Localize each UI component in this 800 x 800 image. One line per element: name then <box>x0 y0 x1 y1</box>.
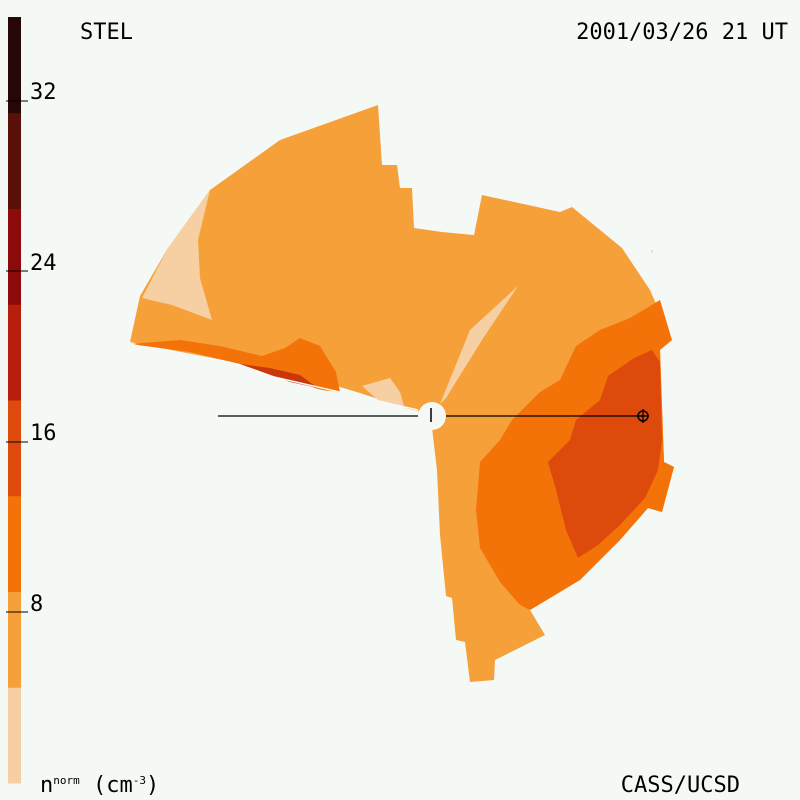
units-label: nnorm (cm-3) <box>40 775 159 797</box>
units-super: norm <box>53 774 80 787</box>
density-region-mid-left <box>130 338 340 392</box>
units-exp: -3 <box>132 774 146 787</box>
colorbar-band <box>8 400 21 497</box>
colorbar-tick-label: 8 <box>30 592 44 617</box>
colorbar-band <box>8 112 21 209</box>
sun-marker <box>418 402 446 430</box>
colorbar-band <box>8 304 21 401</box>
colorbar-tick-label: 24 <box>30 251 57 276</box>
earth-icon <box>637 409 649 423</box>
edge-stripe-2 <box>133 348 421 413</box>
density-region-low-center-2 <box>362 378 404 406</box>
density-region-low-left <box>142 190 212 320</box>
units-unit: (cm <box>93 773 133 798</box>
colorbar-band <box>8 17 21 114</box>
observatory-label: STEL <box>80 20 133 45</box>
colorbar-band <box>8 208 21 305</box>
credit-label: CASS/UCSD <box>620 773 740 798</box>
colorbar-band <box>8 591 21 688</box>
colorbar-band <box>8 495 21 592</box>
colorbar-tick-label: 16 <box>30 421 57 446</box>
colorbar-band <box>8 687 21 784</box>
density-region-low-center <box>440 286 518 404</box>
units-base: n <box>40 773 54 798</box>
colorbar <box>6 17 28 784</box>
edge-stripe <box>129 343 419 411</box>
density-region-high-right <box>548 350 662 558</box>
colorbar-tick-label: 32 <box>30 80 57 105</box>
units-close: ) <box>146 773 160 798</box>
timestamp-label: 2001/03/26 21 UT <box>576 20 788 45</box>
